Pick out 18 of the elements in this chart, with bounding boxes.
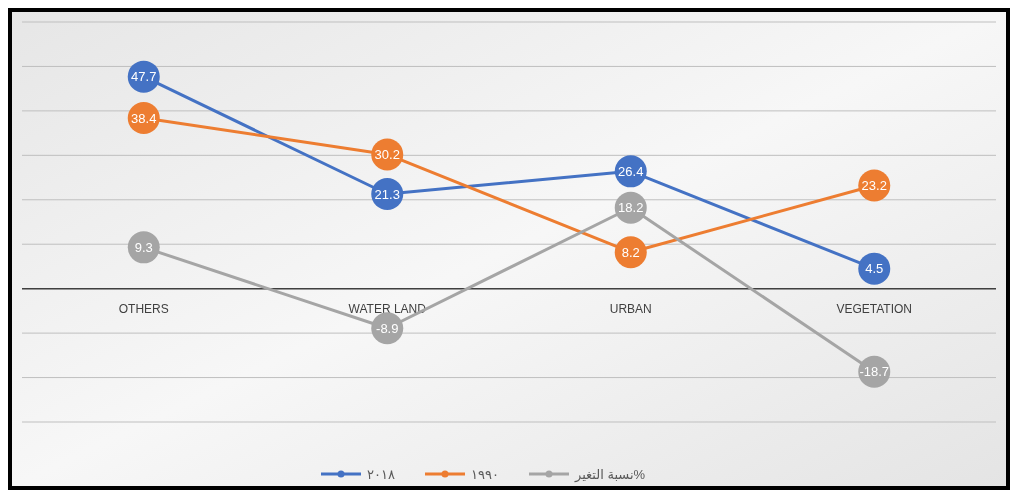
x-tick-label: VEGETATION — [836, 301, 913, 316]
legend-label: ١٩٩٠ — [471, 466, 499, 482]
legend-label: ٢٠١٨ — [367, 466, 395, 482]
data-label: 30.2 — [374, 146, 400, 162]
data-label: -18.7 — [859, 364, 890, 380]
data-label: 47.7 — [131, 69, 157, 85]
x-tick-label: URBAN — [609, 301, 652, 316]
data-label: 18.2 — [618, 200, 644, 216]
data-label: 23.2 — [861, 178, 887, 194]
data-label: 26.4 — [618, 163, 644, 179]
data-label: -8.9 — [376, 320, 399, 336]
data-label: 9.3 — [134, 239, 153, 255]
x-tick-label: OTHERS — [118, 301, 169, 316]
data-label: 8.2 — [621, 244, 640, 260]
data-label: 4.5 — [865, 261, 884, 277]
legend-label: نسبة التغير% — [574, 466, 646, 483]
data-label: 38.4 — [131, 110, 157, 126]
data-label: 21.3 — [374, 186, 400, 202]
